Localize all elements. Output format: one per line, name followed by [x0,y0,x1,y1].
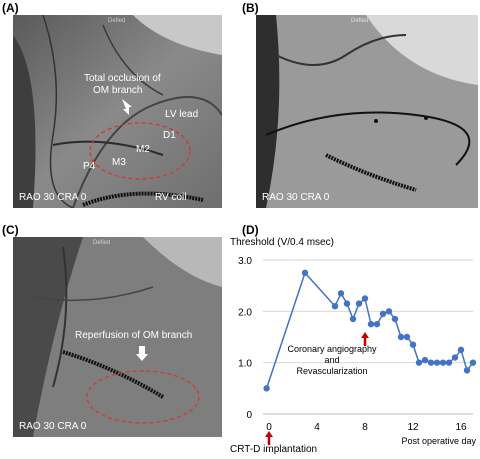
data-point [331,303,339,310]
data-point [379,310,387,318]
data-point [349,315,357,323]
y-tick-label: 1.0 [238,359,252,370]
view-label: RAO 30 CRA 0 [262,192,330,203]
data-point [463,367,471,374]
occlusion-label-line2: OM branch [93,85,143,96]
rv-coil-label: RV coil [155,192,187,203]
data-point [469,359,477,366]
panel-c-image: Defied Reperfusion of OM branch RAO 30 C… [13,237,222,437]
data-point [263,385,270,392]
p4-label: P4 [83,161,96,172]
data-point [361,295,369,302]
occlusion-arrow [122,99,132,115]
x-tick-label: 4 [314,422,320,433]
data-point [355,300,363,307]
reperfusion-ellipse [86,370,200,424]
axis-layer: 0 1.0 2.0 3.0 0 4 8 12 16 [238,256,473,433]
annotation-crt-d-implantation: CRT-D implantation [230,444,317,454]
rv-coil-lead [62,350,165,399]
y-tick-label: 3.0 [238,256,252,267]
y-tick-label: 2.0 [238,307,252,318]
data-point [421,356,429,364]
data-point [439,359,447,366]
data-point [433,359,441,366]
view-label: RAO 30 CRA 0 [19,192,87,203]
data-point [415,359,423,366]
data-point [301,269,309,277]
panel-a-image: Defied Total occlusion of OM branch LV l… [13,15,222,208]
panel-b-label: (B) [242,1,259,15]
m2-label: M2 [136,144,150,155]
x-tick-label: 0 [266,422,272,433]
data-point [403,333,411,341]
data-point [451,354,459,361]
stamp: Defied [351,18,369,24]
d1-label: D1 [163,130,176,141]
data-point [397,333,405,341]
panel-d-label: (D) [242,223,259,237]
stamp: Defied [108,18,126,24]
rv-coil-lead [325,153,417,192]
data-point [391,315,399,323]
annotation-and: and [324,355,339,365]
data-point [373,320,381,328]
reperfusion-arrow [136,346,148,361]
data-point [427,359,435,366]
y-tick-label: 0 [246,410,252,421]
x-axis-label: Post operative day [401,436,476,446]
y-axis-label: Threshold (V/0.4 msec) [230,237,334,248]
annotation-revascularization: Revascularization [296,366,367,376]
view-label: RAO 30 CRA 0 [19,421,87,432]
reperfusion-label: Reperfusion of OM branch [75,330,193,341]
arrow-head [265,431,273,437]
panel-a-label: (A) [2,1,19,15]
threshold-chart: Threshold (V/0.4 msec) 0 1.0 2.0 3.0 0 4 8 12 16… [228,228,480,455]
annotation-coronary-angiography: Coronary angiography [287,344,377,354]
data-point [367,320,375,328]
occlusion-label-line1: Total occlusion of [84,73,161,84]
x-tick-label: 8 [362,422,368,433]
m3-label: M3 [112,157,126,168]
occlusion-ellipse [89,122,191,180]
arrow-head [361,332,369,338]
x-tick-label: 12 [407,422,419,433]
data-point [337,290,345,297]
stamp: Defied [93,240,111,246]
x-tick-label: 16 [455,422,467,433]
data-point [457,346,465,354]
rv-coil-lead [82,191,204,207]
revascularization-arrow [361,332,369,346]
data-point [409,341,417,348]
lv-lead-label: LV lead [165,109,199,120]
data-point [445,359,453,366]
panel-c-label: (C) [2,223,19,237]
data-point [343,300,351,307]
implantation-arrow [265,431,273,445]
series-layer [263,269,477,445]
data-point [385,308,393,315]
panel-b-image: Defied RAO 30 CRA 0 [256,15,478,208]
